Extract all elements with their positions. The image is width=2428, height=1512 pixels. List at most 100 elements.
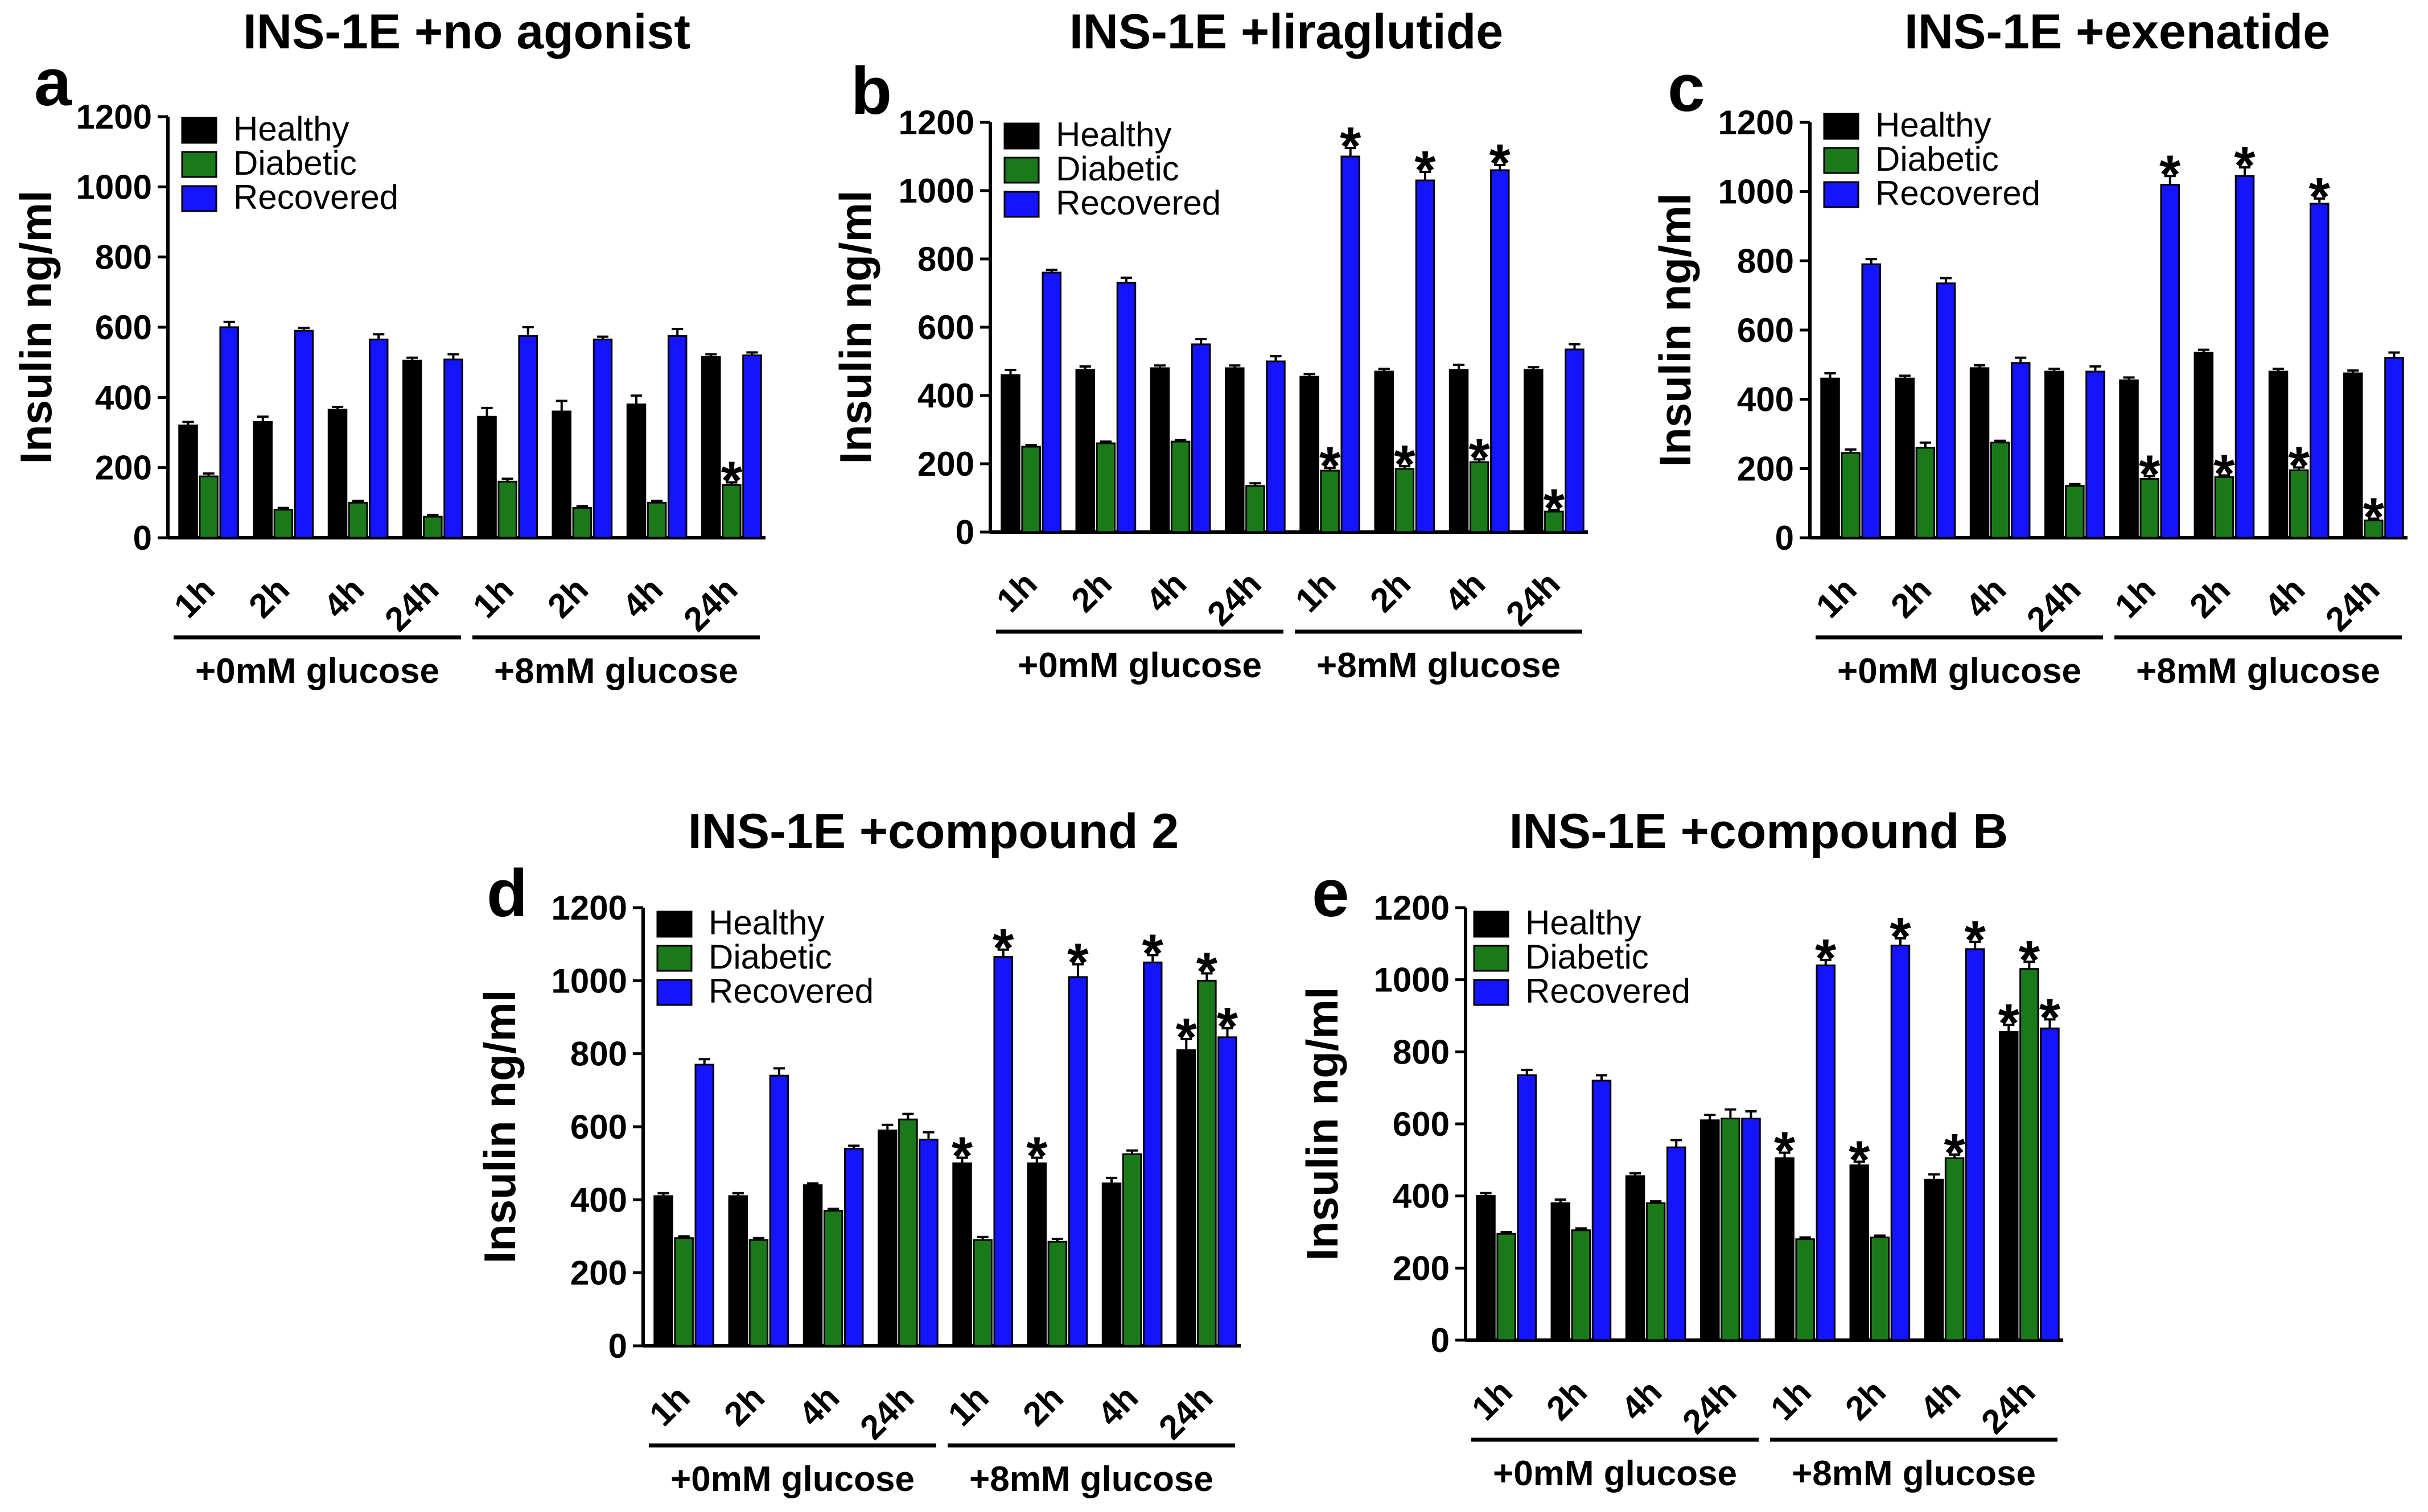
y-tick-label: 1000	[76, 168, 152, 206]
x-tick-label: 24h	[853, 1378, 921, 1447]
bar	[2119, 379, 2139, 539]
bar	[1340, 155, 1360, 533]
chart-title: INS-1E +compound 2	[688, 804, 1179, 859]
bar	[497, 480, 517, 539]
legend-swatch	[1823, 113, 1859, 140]
x-tick-label: 4h	[2257, 570, 2312, 625]
significance-star: *	[2309, 167, 2331, 228]
bar	[327, 409, 348, 539]
y-tick-label: 0	[1775, 519, 1794, 557]
bar	[1042, 271, 1061, 533]
bar	[769, 1074, 789, 1347]
x-tick-label: 1h	[642, 1378, 697, 1433]
group-label: +0mM glucose	[1837, 652, 2081, 691]
x-tick-label: 4h	[791, 1378, 846, 1433]
bar	[993, 956, 1013, 1347]
x-tick-label: 4h	[1614, 1373, 1669, 1428]
significance-star: *	[1890, 907, 1911, 967]
bar	[1924, 1179, 1944, 1341]
y-tick-label: 1200	[552, 889, 627, 927]
significance-star: *	[1142, 923, 1164, 984]
x-tick-label: 24h	[2318, 570, 2386, 638]
bar	[1795, 1238, 1815, 1341]
legend-swatch	[1003, 191, 1040, 218]
y-tick-label: 600	[95, 308, 152, 347]
group-label: +0mM glucose	[195, 652, 439, 691]
legend-label: Diabetic	[709, 938, 832, 976]
bar	[1666, 1146, 1686, 1341]
y-tick-label: 600	[917, 308, 974, 347]
x-tick-label: 1h	[2108, 570, 2163, 625]
bar	[1816, 964, 1836, 1341]
chart-title: INS-1E +exenatide	[1904, 5, 2330, 59]
significance-star: *	[2159, 144, 2181, 205]
y-axis-label: Insulin ng/ml	[830, 191, 880, 464]
x-tick-label: 2h	[717, 1378, 772, 1433]
legend-swatch	[1003, 122, 1040, 150]
x-tick-label: 24h	[1675, 1373, 1743, 1441]
x-tick-label: 1h	[1464, 1373, 1520, 1428]
significance-star: *	[1217, 996, 1238, 1057]
chart-title: INS-1E +no agonist	[243, 5, 690, 59]
significance-star: *	[1965, 910, 1986, 971]
significance-star: *	[2039, 987, 2061, 1048]
y-tick-label: 400	[917, 377, 974, 415]
x-tick-label: 2h	[1064, 565, 1119, 620]
significance-star: *	[1489, 133, 1511, 194]
x-tick-label: 2h	[1883, 570, 1939, 625]
bar	[1197, 979, 1217, 1347]
x-tick-label: 2h	[1539, 1373, 1594, 1428]
x-tick-label: 1h	[1288, 565, 1343, 620]
bar	[273, 509, 294, 539]
legend-label: Diabetic	[233, 144, 357, 182]
significance-star: *	[1394, 434, 1415, 495]
significance-star: *	[1849, 1130, 1870, 1191]
legend-swatch	[181, 117, 217, 144]
x-tick-label: 4h	[1437, 565, 1492, 620]
y-axis-label: Insulin ng/ml	[1650, 193, 1700, 467]
bar	[1969, 367, 1990, 539]
bar	[2019, 968, 2039, 1341]
significance-star: *	[952, 1126, 973, 1187]
bar	[1990, 442, 2010, 539]
y-tick-label: 1000	[899, 172, 974, 210]
bar	[1936, 282, 1956, 539]
bar	[2234, 175, 2255, 539]
y-tick-label: 800	[1393, 1033, 1450, 1071]
bar	[1861, 263, 1881, 539]
legend-swatch	[1473, 911, 1509, 938]
bar	[518, 335, 538, 539]
bar	[748, 1239, 769, 1347]
bar	[1625, 1175, 1645, 1341]
significance-star: *	[993, 918, 1014, 979]
significance-star: *	[1340, 116, 1361, 177]
bar	[1075, 369, 1096, 533]
significance-star: *	[1067, 932, 1089, 993]
y-tick-label: 400	[1393, 1177, 1450, 1216]
bar	[1965, 948, 1985, 1341]
y-tick-label: 800	[570, 1035, 627, 1073]
x-tick-label: 2h	[2182, 570, 2237, 625]
bar	[2343, 372, 2363, 539]
group-label: +8mM glucose	[969, 1460, 1213, 1499]
significance-star: *	[1176, 1007, 1197, 1068]
bar	[1820, 377, 1840, 539]
group-label: +0mM glucose	[1018, 646, 1262, 685]
bar	[1217, 1036, 1237, 1347]
legend-label: Recovered	[1875, 174, 2040, 212]
bar	[1021, 446, 1041, 533]
y-axis-label: Insulin ng/ml	[475, 990, 525, 1264]
bar	[1944, 1157, 1965, 1341]
bar	[1524, 369, 1544, 533]
group-label: +8mM glucose	[494, 652, 738, 691]
legend-label: Recovered	[233, 178, 398, 216]
y-tick-label: 600	[1393, 1105, 1450, 1143]
bar	[1299, 376, 1319, 533]
bar	[694, 1064, 714, 1347]
legend-label: Diabetic	[1525, 938, 1649, 976]
bar	[1999, 1031, 2019, 1341]
bar	[1047, 1241, 1068, 1347]
bar	[1489, 169, 1510, 533]
bar	[1841, 452, 1861, 539]
chart-title: INS-1E +compound B	[1509, 804, 2009, 859]
